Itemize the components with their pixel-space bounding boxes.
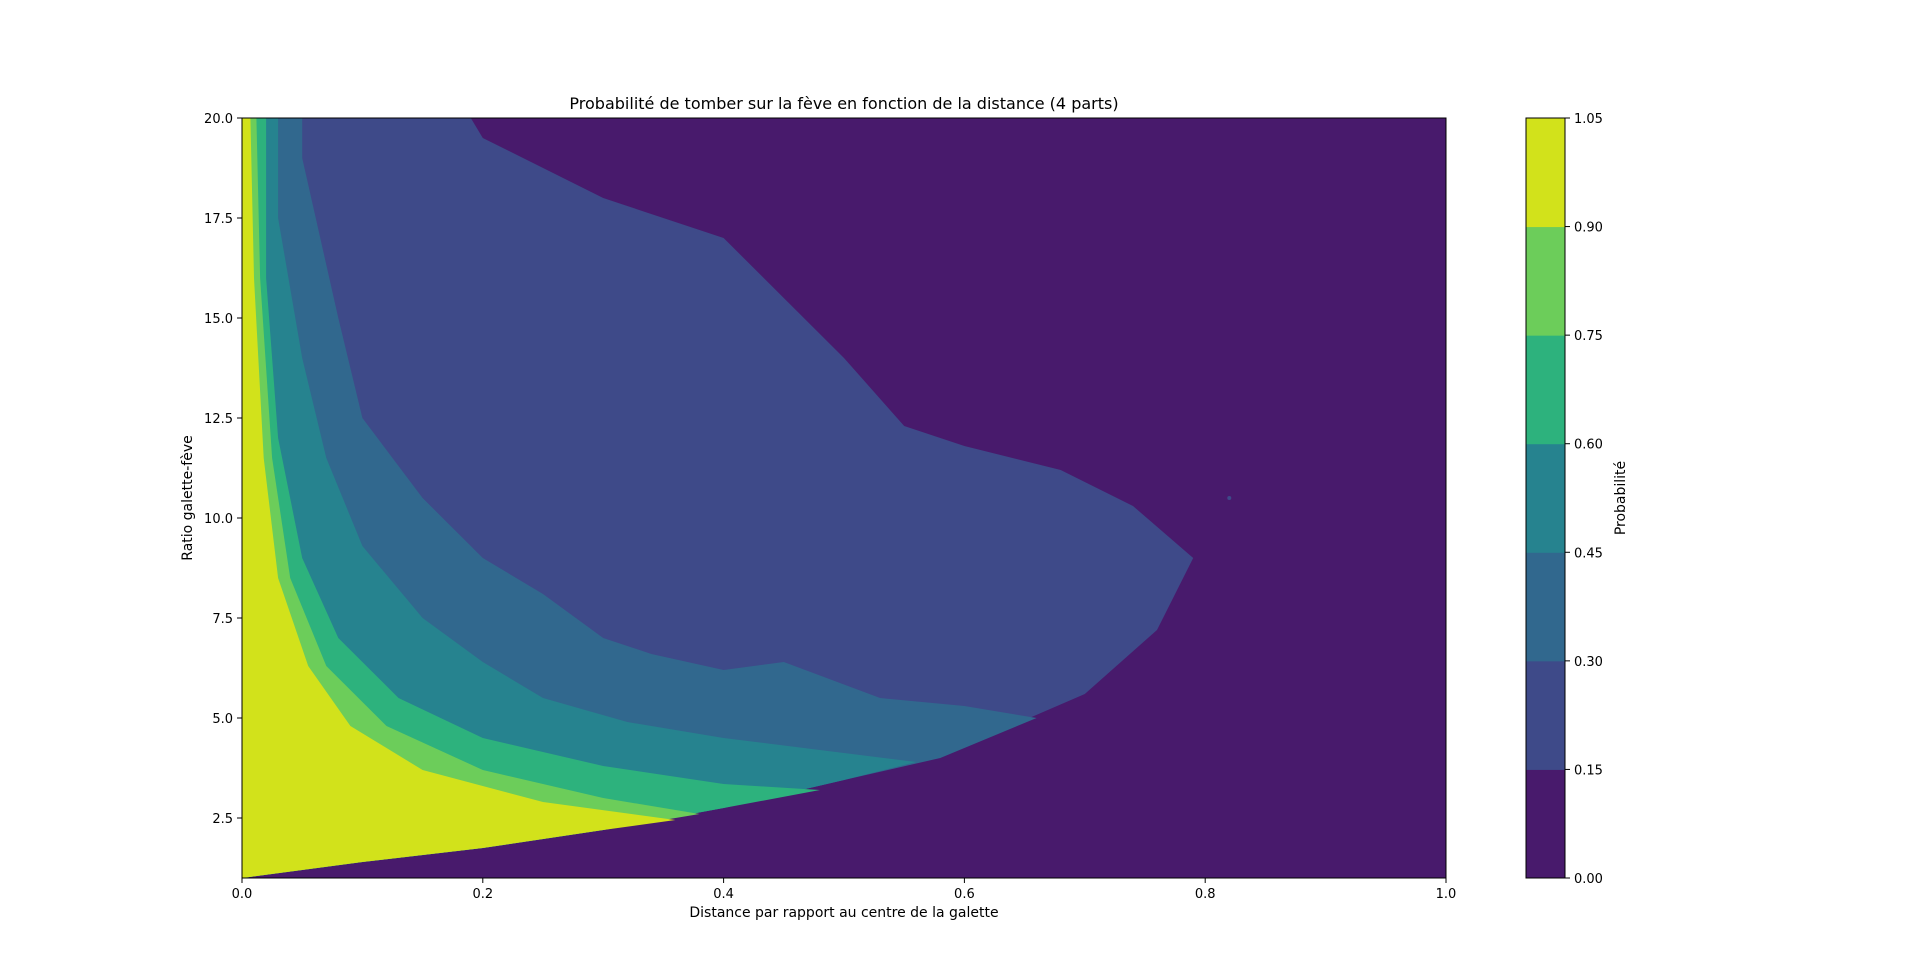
y-axis-label: Ratio galette-fève: [180, 435, 196, 560]
y-tick-label: 2.5: [212, 812, 233, 827]
colorbar-segment: [1526, 335, 1565, 445]
colorbar-tick-label: 0.90: [1574, 221, 1603, 236]
colorbar-segment: [1526, 443, 1565, 553]
plot-frame: [241, 117, 1447, 879]
y-axis: 2.5 5.0 7.5 10.0 12.5 15.0 17.5 20.0: [204, 112, 242, 827]
colorbar-tick-label: 0.75: [1574, 329, 1603, 344]
colorbar-tick-label: 0.30: [1574, 655, 1603, 670]
x-tick-label: 0.2: [472, 887, 493, 902]
colorbar-tick-label: 0.00: [1574, 872, 1603, 887]
x-tick-label: 0.8: [1195, 887, 1216, 902]
colorbar-tick-label: 1.05: [1574, 112, 1603, 127]
y-tick-label: 15.0: [204, 312, 233, 327]
y-tick-label: 10.0: [204, 512, 233, 527]
y-tick-label: 7.5: [212, 612, 233, 627]
contour-band-0.45: [242, 118, 917, 878]
colorbar-segment: [1526, 118, 1565, 228]
colorbar-segment: [1526, 769, 1565, 879]
colorbar-tick-label: 0.60: [1574, 438, 1603, 453]
colorbar-segment: [1526, 660, 1565, 770]
y-tick-label: 5.0: [212, 712, 233, 727]
contour-band-0.90: [242, 118, 676, 878]
contour-bands: [242, 118, 1194, 878]
x-tick-label: 0.6: [954, 887, 975, 902]
x-axis: 0.0 0.2 0.4 0.6 0.8 1.0: [232, 878, 1457, 902]
colorbar: 0.00 0.15 0.30 0.45 0.60 0.75 0.90 1.05: [1525, 112, 1603, 887]
y-tick-label: 17.5: [204, 212, 233, 227]
contour-outliers: [1227, 496, 1232, 500]
y-tick-label: 20.0: [204, 112, 233, 127]
x-tick-label: 1.0: [1436, 887, 1457, 902]
colorbar-label: Probabilité: [1613, 461, 1629, 535]
chart-title: Probabilité de tomber sur la fève en fon…: [569, 94, 1118, 113]
x-axis-label: Distance par rapport au centre de la gal…: [689, 905, 998, 921]
colorbar-segment: [1526, 226, 1565, 336]
colorbar-segment: [1526, 552, 1565, 662]
colorbar-tick-label: 0.15: [1574, 763, 1603, 778]
colorbar-frame: [1525, 117, 1566, 879]
y-tick-label: 12.5: [204, 412, 233, 427]
x-tick-label: 0.4: [713, 887, 734, 902]
contour-band-0.60: [242, 118, 820, 878]
x-tick-label: 0.0: [232, 887, 253, 902]
contour-outlier-point: [1227, 496, 1232, 500]
colorbar-tick-label: 0.45: [1574, 546, 1603, 561]
